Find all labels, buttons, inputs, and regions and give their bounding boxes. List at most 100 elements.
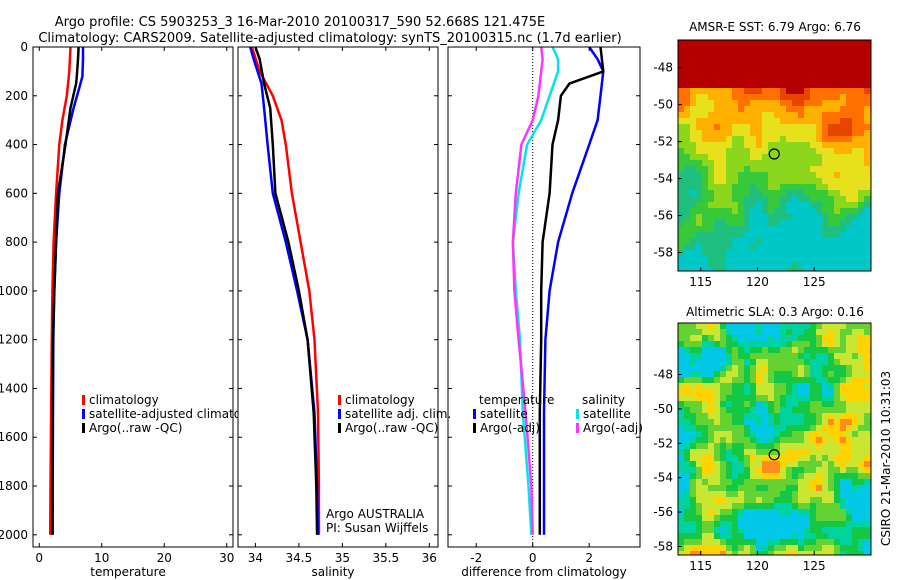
map-cell [858, 100, 864, 106]
map-cell [798, 40, 804, 46]
map-cell [810, 226, 816, 232]
map-cell [708, 431, 714, 437]
map-cell [756, 112, 762, 118]
map-cell [678, 515, 684, 521]
map-cell [696, 208, 702, 214]
map-cell [798, 503, 804, 509]
map-cell [804, 419, 810, 425]
map-cell [690, 214, 696, 220]
map-cell [828, 76, 834, 82]
map-cell [762, 88, 768, 94]
map-cell [684, 76, 690, 82]
map-cell [714, 160, 720, 166]
map-cell [690, 353, 696, 359]
map-cell [756, 539, 762, 545]
map-cell [822, 82, 828, 88]
map-cell [822, 503, 828, 509]
map-cell [786, 166, 792, 172]
map-cell [780, 238, 786, 244]
map-cell [858, 202, 864, 208]
map-cell [726, 389, 732, 395]
map-cell [708, 335, 714, 341]
map-cell [834, 551, 840, 555]
map-cell [804, 515, 810, 521]
map-cell [828, 413, 834, 419]
map-cell [864, 509, 870, 515]
map-cell [708, 244, 714, 250]
map-cell [756, 142, 762, 148]
map-cell [816, 377, 822, 383]
map-cell [822, 485, 828, 491]
map-cell [858, 371, 864, 377]
map-cell [804, 244, 810, 250]
map-cell [774, 335, 780, 341]
salinity-annotation-pi: PI: Susan Wijffels [326, 521, 428, 535]
map-cell [762, 232, 768, 238]
map-cell [810, 88, 816, 94]
map-cell [804, 377, 810, 383]
map-cell [720, 545, 726, 551]
map-cell [726, 76, 732, 82]
map-cell [816, 449, 822, 455]
map-cell [768, 142, 774, 148]
map-cell [834, 395, 840, 401]
map-cell [762, 154, 768, 160]
map-cell [768, 220, 774, 226]
map-cell [822, 389, 828, 395]
map-cell [750, 190, 756, 196]
map-cell [828, 521, 834, 527]
map-cell [732, 329, 738, 335]
map-cell [744, 88, 750, 94]
map-xtick-label: 115 [689, 559, 712, 573]
map-cell [714, 521, 720, 527]
depth-ytick-label: 2000 [0, 528, 28, 542]
map-cell [708, 226, 714, 232]
map-cell [828, 341, 834, 347]
map-cell [750, 425, 756, 431]
map-cell [816, 419, 822, 425]
map-cell [846, 329, 852, 335]
map-cell [774, 443, 780, 449]
map-cell [804, 443, 810, 449]
map-cell [780, 533, 786, 539]
map-cell [858, 335, 864, 341]
map-cell [792, 154, 798, 160]
map-cell [768, 70, 774, 76]
map-cell [756, 184, 762, 190]
map-cell [798, 533, 804, 539]
map-cell [774, 437, 780, 443]
map-cell [786, 250, 792, 256]
map-cell [732, 323, 738, 329]
map-cell [702, 166, 708, 172]
map-cell [696, 485, 702, 491]
map-cell [822, 124, 828, 130]
map-cell [732, 443, 738, 449]
map-cell [696, 347, 702, 353]
map-cell [780, 256, 786, 262]
map-cell [840, 160, 846, 166]
map-cell [750, 256, 756, 262]
map-cell [738, 503, 744, 509]
map-cell [822, 148, 828, 154]
map-cell [846, 425, 852, 431]
map-cell [690, 58, 696, 64]
map-cell [714, 268, 720, 271]
map-cell [780, 244, 786, 250]
map-cell [684, 407, 690, 413]
map-cell [840, 485, 846, 491]
map-cell [858, 485, 864, 491]
difference-legend-label: Argo(-adj) [583, 421, 643, 435]
map-cell [708, 130, 714, 136]
map-cell [738, 347, 744, 353]
map-cell [786, 82, 792, 88]
map-cell [744, 268, 750, 271]
map-cell [696, 154, 702, 160]
map-cell [768, 166, 774, 172]
map-cell [816, 220, 822, 226]
map-cell [804, 551, 810, 555]
map-cell [708, 208, 714, 214]
map-cell [732, 419, 738, 425]
map-cell [720, 190, 726, 196]
map-cell [780, 377, 786, 383]
map-cell [864, 184, 870, 190]
